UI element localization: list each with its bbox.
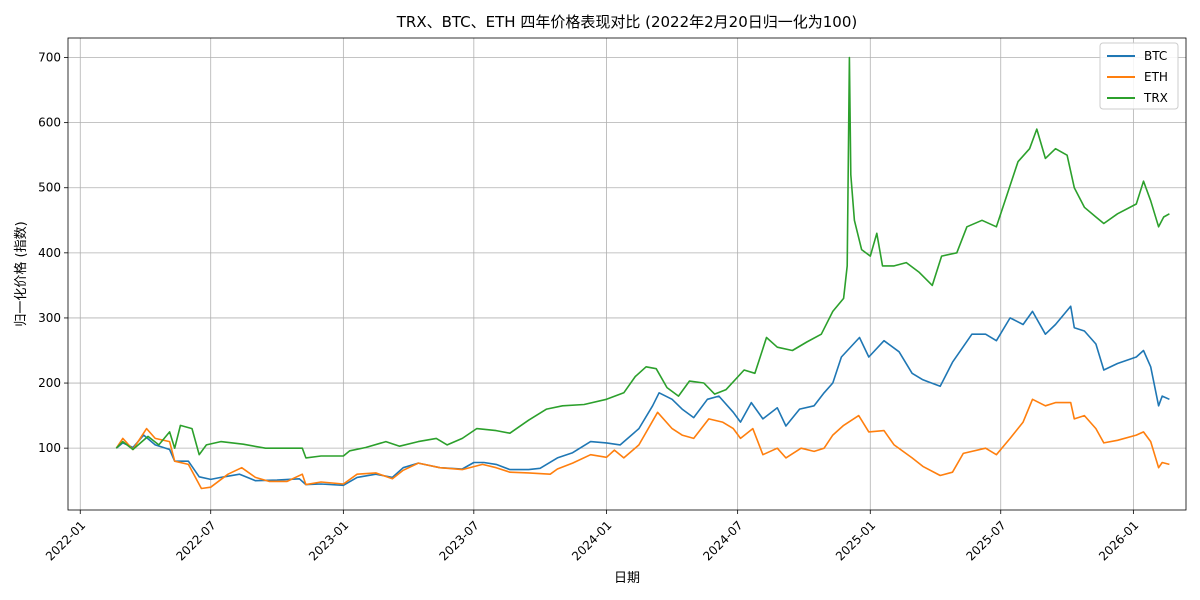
legend-label-btc: BTC	[1144, 49, 1167, 63]
legend-label-trx: TRX	[1143, 91, 1168, 105]
y-tick-label: 200	[38, 376, 61, 390]
series-lines	[115, 56, 1170, 490]
y-tick-label: 300	[38, 311, 61, 325]
y-tick-label: 100	[38, 441, 61, 455]
y-tick-label: 500	[38, 181, 61, 195]
x-axis-label: 日期	[614, 571, 640, 586]
y-tick-label: 700	[38, 51, 61, 65]
y-tick-label: 400	[38, 246, 61, 260]
y-axis-ticks: 100 200 300 400 500 600 700	[38, 51, 68, 455]
series-line-trx	[115, 56, 1170, 459]
grid	[68, 38, 1186, 510]
plot-frame	[67, 37, 1187, 511]
legend: BTC ETH TRX	[1099, 42, 1179, 110]
legend-label-eth: ETH	[1144, 70, 1168, 84]
y-axis-label: 归一化价格 (指数)	[13, 221, 29, 326]
series-line-eth	[115, 398, 1170, 490]
chart-title: TRX、BTC、ETH 四年价格表现对比 (2022年2月20日归一化为100)	[396, 13, 858, 31]
y-tick-label: 600	[38, 116, 61, 130]
legend-box	[1099, 42, 1179, 110]
